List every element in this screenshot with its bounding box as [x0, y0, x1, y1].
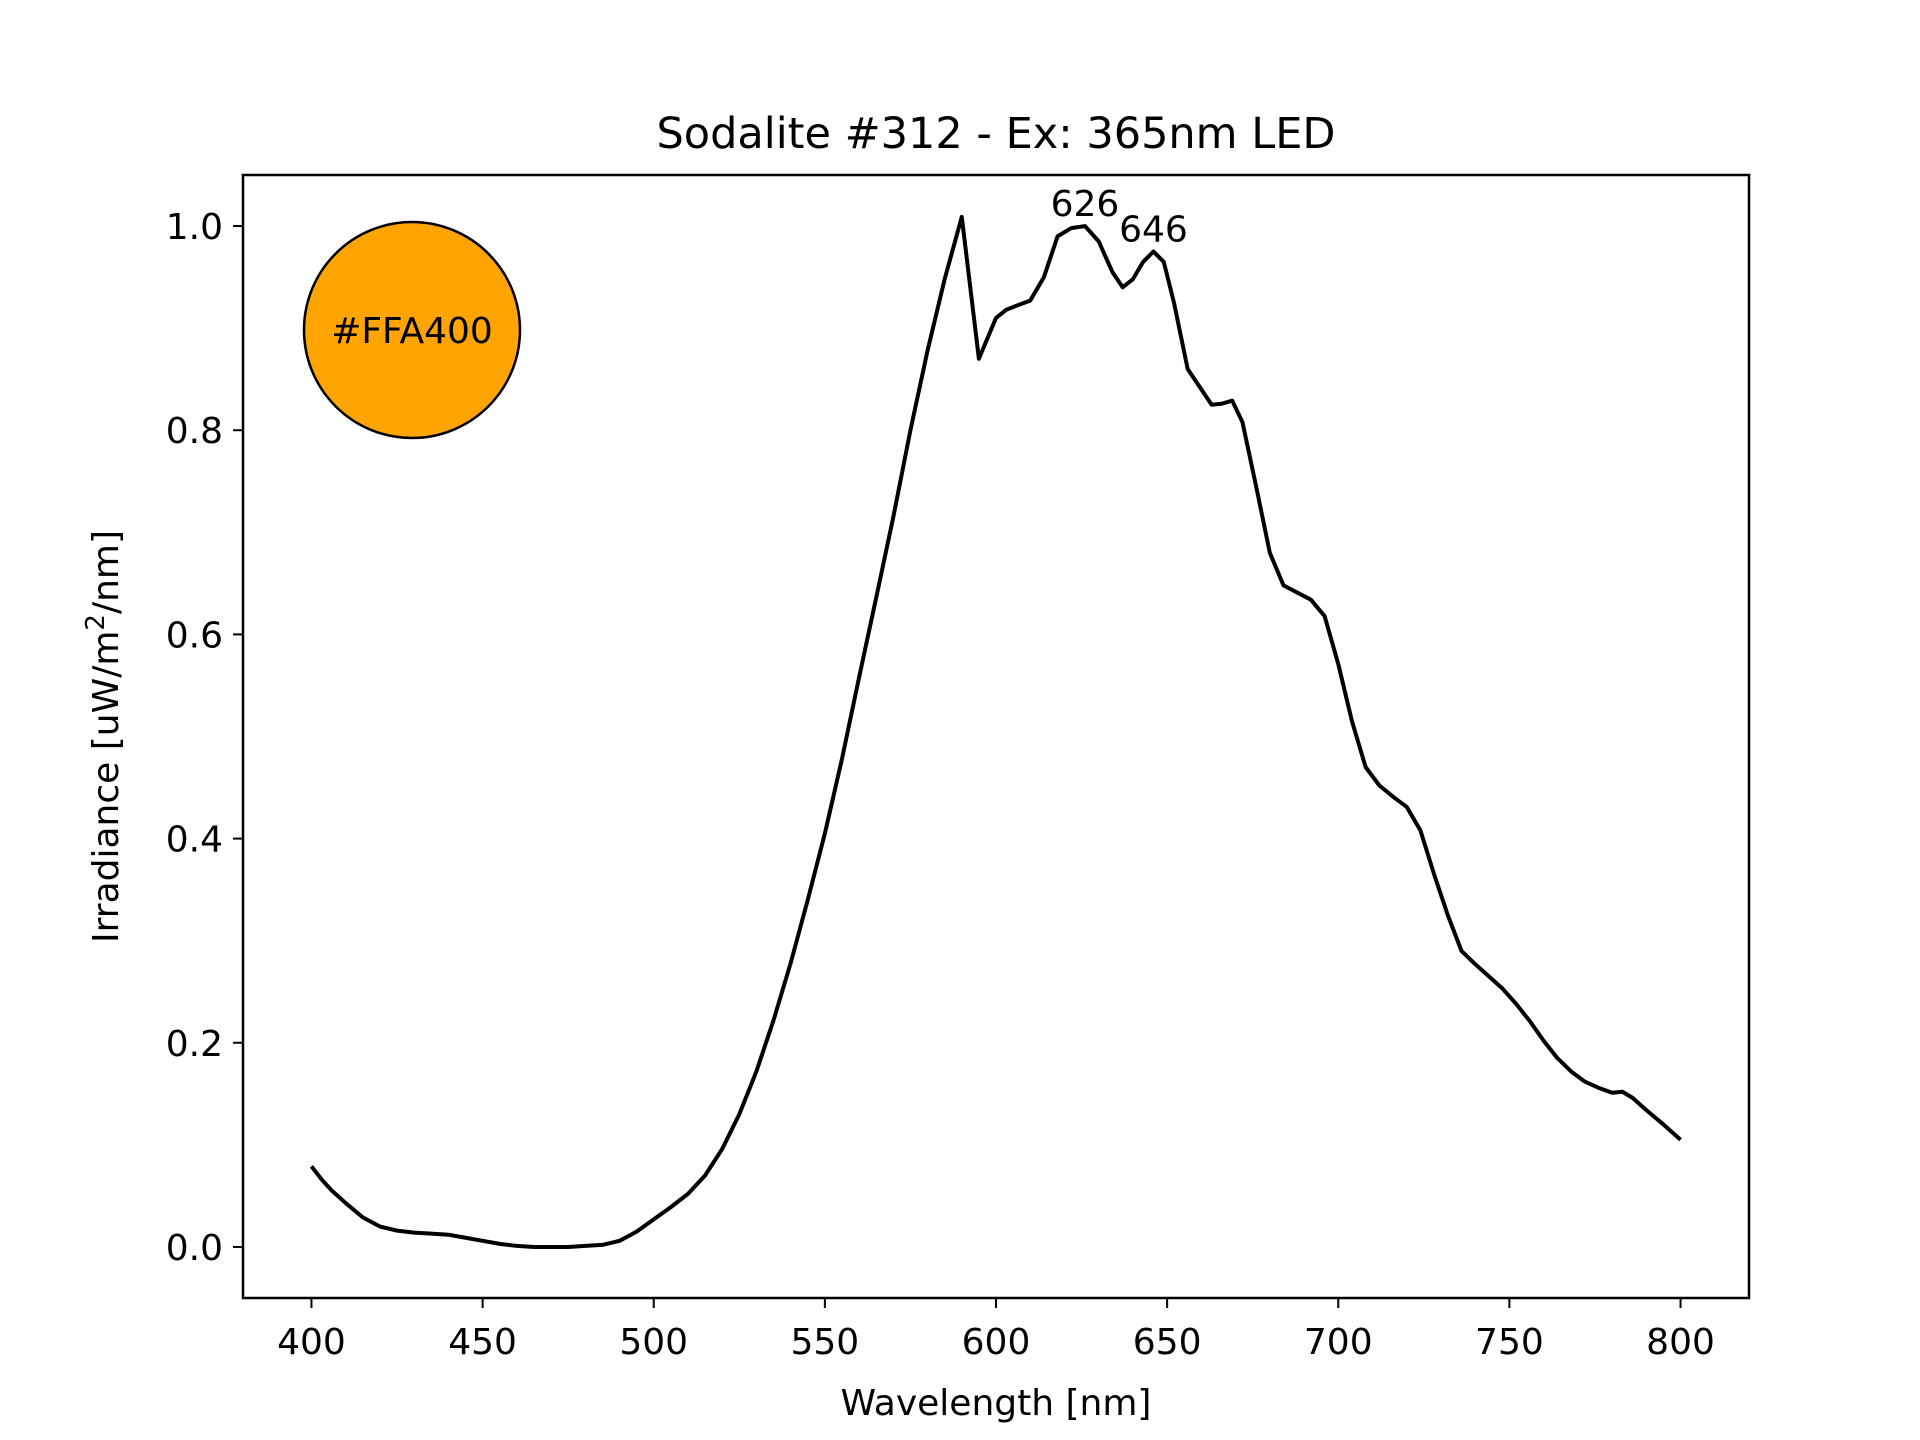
series-line: [309, 214, 1682, 1249]
x-axis-label: Wavelength [nm]: [841, 1383, 1152, 1424]
y-axis-label: Irradiance [uW/m2/nm]: [81, 530, 127, 943]
x-tick-label: 550: [791, 1322, 860, 1363]
x-tick-label: 650: [1133, 1322, 1202, 1363]
y-tick-label: 0.2: [166, 1024, 223, 1065]
y-tick-label: 0.6: [166, 615, 223, 656]
x-tick-label: 700: [1304, 1322, 1373, 1363]
y-tick-label: 0.4: [166, 820, 223, 861]
y-tick-label: 1.0: [166, 207, 223, 248]
x-tick-label: 600: [962, 1322, 1031, 1363]
color-swatch: #FFA400: [302, 220, 522, 440]
y-tick-label: 0.0: [166, 1228, 223, 1269]
swatch-circle: [302, 220, 522, 440]
x-tick-label: 450: [448, 1322, 517, 1363]
x-tick-label: 750: [1475, 1322, 1544, 1363]
x-tick-label: 400: [277, 1322, 346, 1363]
y-axis-label-main: Irradiance [uW/m: [86, 631, 127, 943]
y-axis-label-superscript: 2: [81, 614, 111, 631]
x-tick-label: 800: [1646, 1322, 1715, 1363]
x-tick-label: 500: [619, 1322, 688, 1363]
peak-label: 626: [1051, 184, 1120, 225]
peak-label: 646: [1119, 210, 1188, 251]
y-axis-label-tail: /nm]: [86, 530, 127, 614]
chart-marks: 400 450 500 550 600 650 700 750 800 0.0 0.2 0.4 0.6 0…: [166, 184, 1715, 1363]
swatch-label: #FFA400: [331, 311, 493, 352]
y-tick-label: 0.8: [166, 411, 223, 452]
chart-title: Sodalite #312 - Ex: 365nm LED: [657, 109, 1336, 159]
